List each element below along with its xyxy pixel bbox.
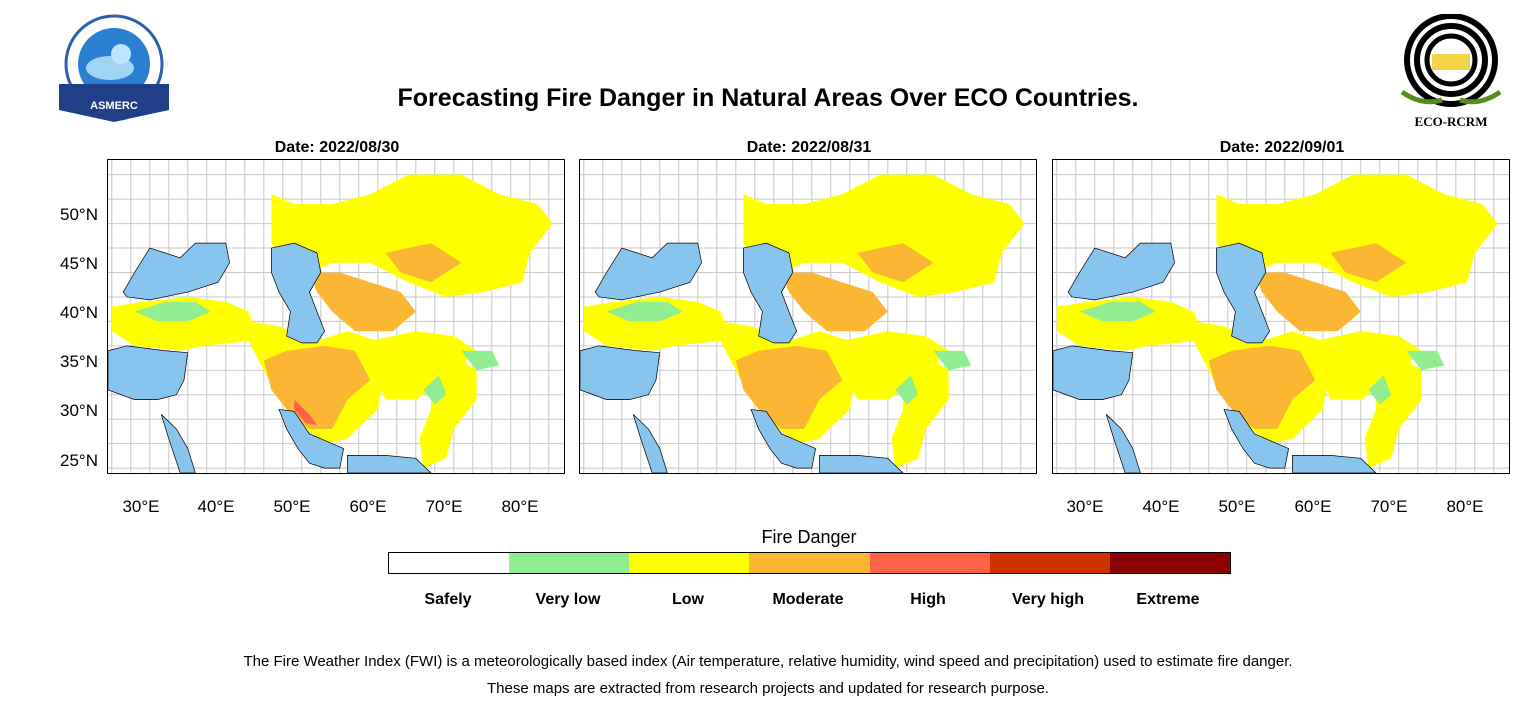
kaz-moderate-patch [385, 243, 462, 283]
iran-moderate [263, 345, 371, 429]
afghanistan-low [1315, 331, 1422, 400]
arabian-sea [1292, 455, 1377, 473]
iran-high [1239, 399, 1262, 426]
legend-label-extreme: Extreme [1136, 591, 1200, 608]
mediterranean [580, 345, 661, 400]
kazakhstan-low [271, 174, 553, 297]
legend-swatch-high [869, 553, 990, 573]
legend-label-high: High [910, 591, 946, 608]
central-asia-moderate [1254, 272, 1361, 332]
persian-gulf [278, 408, 344, 469]
asmerc-logo: ASMERC [55, 10, 173, 128]
pakistan-very-low [423, 375, 447, 405]
legend-title: Fire Danger [761, 527, 857, 547]
persian-gulf [1223, 408, 1289, 469]
lon-label-30-p3: 30°E [1066, 497, 1104, 516]
footer-line-1: The Fire Weather Index (FWI) is a meteor… [243, 653, 1293, 670]
kaz-moderate-patch [857, 243, 934, 283]
turkey-very-low [606, 301, 683, 322]
central-asia-moderate [781, 272, 888, 332]
lat-label-35: 35°N [60, 352, 98, 371]
map-panel-1 [107, 159, 565, 474]
central-asia-moderate [309, 272, 416, 332]
lat-label-50: 50°N [60, 205, 98, 224]
legend-swatch-moderate [749, 553, 870, 573]
legend-swatch-safely [389, 553, 510, 573]
arabian-sea [819, 455, 904, 473]
panel-2-date: Date: 2022/08/31 [746, 139, 872, 156]
eco-rcrm-logo: ECO-RCRM [1392, 13, 1510, 132]
persian-gulf [750, 408, 816, 469]
turkey-very-low [134, 301, 211, 322]
asmerc-logo-text: ASMERC [90, 100, 138, 112]
lon-label-60-p1: 60°E [349, 497, 387, 516]
iran-moderate [1208, 345, 1316, 429]
legend-label-very-high: Very high [1011, 591, 1085, 608]
page-title: Forecasting Fire Danger in Natural Areas… [397, 84, 1139, 112]
kaz-moderate-patch [1330, 243, 1407, 283]
legend-swatch-extreme [1109, 553, 1230, 573]
lon-label-80-p3: 80°E [1446, 497, 1484, 516]
legend-swatch-low [629, 553, 750, 573]
lon-label-70-p1: 70°E [425, 497, 463, 516]
red-sea [1105, 414, 1141, 473]
lon-label-40-p3: 40°E [1142, 497, 1180, 516]
caspian-sea [271, 242, 325, 344]
kazakhstan-low [743, 174, 1025, 297]
east-very-low [1406, 350, 1445, 371]
eco-rcrm-logo-text: ECO-RCRM [1415, 114, 1488, 129]
turkey-very-low [1079, 301, 1156, 322]
kazakhstan-low [1216, 174, 1498, 297]
legend-label-moderate: Moderate [772, 591, 844, 608]
legend-label-low: Low [672, 591, 704, 608]
caspian-sea [743, 242, 797, 344]
afghanistan-low [842, 331, 949, 400]
black-sea [594, 242, 702, 301]
lon-label-80-p1: 80°E [501, 497, 539, 516]
afghanistan-low [370, 331, 477, 400]
legend-label-very-low: Very low [535, 591, 601, 608]
lon-label-70-p3: 70°E [1370, 497, 1408, 516]
footer-line-2: These maps are extracted from research p… [487, 680, 1049, 697]
lat-label-40: 40°N [60, 303, 98, 322]
mediterranean [1053, 345, 1134, 400]
mediterranean [108, 345, 189, 400]
black-sea [122, 242, 230, 301]
panel-3-date: Date: 2022/09/01 [1219, 139, 1345, 156]
map-panel-2 [579, 159, 1037, 474]
pakistan-very-low [895, 375, 919, 405]
lat-label-30: 30°N [60, 401, 98, 420]
lon-label-50-p1: 50°E [273, 497, 311, 516]
arabian-sea [347, 455, 432, 473]
red-sea [632, 414, 668, 473]
iran-moderate [735, 345, 843, 429]
iran-high [294, 399, 317, 426]
lon-label-50-p3: 50°E [1218, 497, 1256, 516]
black-sea [1067, 242, 1175, 301]
legend-color-bar [388, 552, 1231, 574]
lat-label-45: 45°N [60, 254, 98, 273]
lon-label-60-p3: 60°E [1294, 497, 1332, 516]
legend-swatch-very-low [509, 553, 630, 573]
lat-label-25: 25°N [60, 451, 98, 470]
panel-1-date: Date: 2022/08/30 [274, 139, 400, 156]
legend-label-safely: Safely [424, 591, 472, 608]
map-panel-3 [1052, 159, 1510, 474]
lon-label-30-p1: 30°E [122, 497, 160, 516]
legend-swatch-very-high [989, 553, 1110, 573]
lon-label-40-p1: 40°E [197, 497, 235, 516]
east-very-low [461, 350, 500, 371]
caspian-sea [1216, 242, 1270, 344]
red-sea [160, 414, 196, 473]
iran-high [766, 399, 789, 426]
east-very-low [933, 350, 972, 371]
